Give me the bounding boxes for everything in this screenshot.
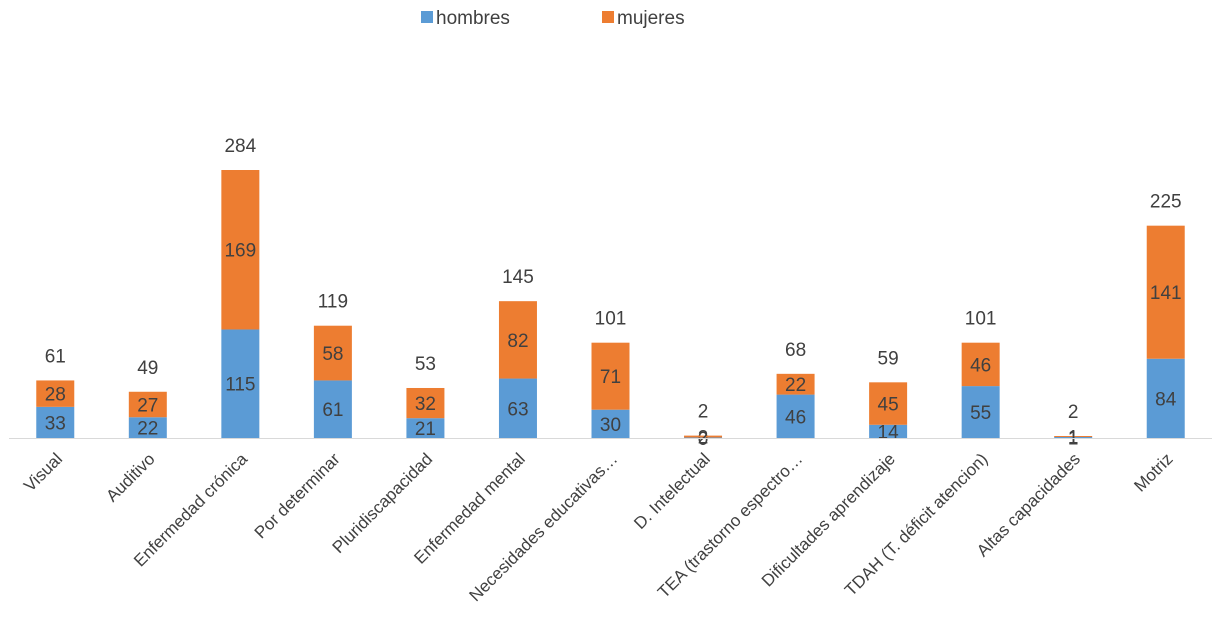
segment-label-mujeres: 46 xyxy=(970,355,991,376)
legend-label-mujeres: mujeres xyxy=(617,8,685,29)
bar-segment-hombres xyxy=(128,417,167,438)
segment-label-hombres: 0 xyxy=(698,429,709,450)
bars: 3328612227491151692846158119213253638214… xyxy=(36,136,1185,450)
bar-group: 84 141 225 xyxy=(1146,192,1185,438)
bar-segment-mujeres xyxy=(591,342,630,410)
legend-swatch-mujeres xyxy=(602,11,614,23)
bar-segment-hombres xyxy=(961,386,1000,438)
segment-label-hombres: 30 xyxy=(600,415,621,436)
segment-label-mujeres: 28 xyxy=(45,385,66,406)
segment-label-hombres: 14 xyxy=(878,422,900,443)
category-label: D. Intelectual xyxy=(630,449,714,533)
category-label: Por determinar xyxy=(251,449,344,542)
bar-segment-mujeres xyxy=(1054,436,1093,437)
segment-label-mujeres: 22 xyxy=(785,375,806,396)
bar-segment-mujeres xyxy=(869,382,908,425)
total-label: 59 xyxy=(878,348,899,369)
total-label: 2 xyxy=(698,402,709,423)
total-label: 68 xyxy=(785,340,806,361)
category-label: Motriz xyxy=(1130,449,1176,495)
segment-label-hombres: 115 xyxy=(225,375,255,396)
segment-label-mujeres: 82 xyxy=(507,331,528,352)
category-label: Auditivo xyxy=(102,449,158,505)
segment-label-mujeres: 45 xyxy=(878,395,899,416)
bar-segment-mujeres xyxy=(313,325,352,381)
bar-group: 46 22 68 xyxy=(776,340,815,438)
bar-segment-hombres xyxy=(591,409,630,438)
total-label: 145 xyxy=(502,267,534,288)
segment-label-hombres: 22 xyxy=(137,419,158,440)
bar-group: 14 45 59 xyxy=(869,348,908,443)
legend: hombres mujeres xyxy=(421,8,685,29)
segment-label-hombres: 33 xyxy=(45,413,66,434)
segment-label-mujeres: 141 xyxy=(1150,283,1182,304)
total-label: 119 xyxy=(318,292,348,313)
bar-segment-hombres xyxy=(36,406,75,438)
bar-group: 63 82 145 xyxy=(498,267,537,438)
bar-group: 55 46 101 xyxy=(961,309,1000,438)
segment-label-mujeres: 27 xyxy=(137,396,158,417)
bar-segment-mujeres xyxy=(961,342,1000,387)
segment-label-hombres: 61 xyxy=(322,400,343,421)
bar-segment-hombres xyxy=(1146,358,1185,438)
bar-segment-mujeres xyxy=(684,435,723,438)
segment-label-hombres: 55 xyxy=(970,403,991,424)
total-label: 225 xyxy=(1150,192,1182,213)
category-label: Altas capacidades xyxy=(973,449,1084,560)
segment-label-hombres: 46 xyxy=(785,407,806,428)
category-label: Necesidades educativas… xyxy=(466,449,622,605)
bar-segment-hombres xyxy=(313,380,352,438)
bar-segment-hombres xyxy=(1054,437,1093,438)
bar-group: 30 71 101 xyxy=(591,309,630,438)
total-label: 61 xyxy=(45,346,66,367)
segment-label-mujeres: 32 xyxy=(415,394,436,415)
bar-segment-mujeres xyxy=(498,301,537,379)
segment-label-mujeres: 169 xyxy=(224,241,256,262)
bar-segment-hombres xyxy=(221,329,260,438)
bar-group: 33 28 61 xyxy=(36,346,75,438)
bar-segment-hombres xyxy=(869,424,908,438)
segment-label-mujeres: 71 xyxy=(600,367,621,388)
bar-group: 112 xyxy=(1054,402,1093,450)
bar-segment-mujeres xyxy=(406,387,445,419)
segment-label-hombres: 63 xyxy=(507,399,528,420)
total-label: 53 xyxy=(415,354,436,375)
segment-label-hombres: 21 xyxy=(415,419,436,440)
bar-segment-mujeres xyxy=(1146,225,1185,359)
total-label: 101 xyxy=(965,309,997,330)
legend-label-hombres: hombres xyxy=(436,8,510,29)
total-label: 49 xyxy=(137,358,158,379)
bar-segment-hombres xyxy=(776,394,815,438)
legend-swatch-hombres xyxy=(421,11,433,23)
bar-segment-hombres xyxy=(498,378,537,438)
segment-label-hombres: 84 xyxy=(1155,389,1177,410)
bar-group: 022 xyxy=(684,402,723,450)
bar-group: 115 169 284 xyxy=(221,136,260,438)
total-label: 284 xyxy=(224,136,256,157)
bar-segment-hombres xyxy=(684,437,723,438)
bar-segment-mujeres xyxy=(36,380,75,407)
bar-segment-hombres xyxy=(406,418,445,438)
category-label: Pluridiscapacidad xyxy=(329,449,437,557)
segment-label-mujeres: 58 xyxy=(322,344,343,365)
bar-segment-mujeres xyxy=(128,391,167,418)
bar-group: 21 32 53 xyxy=(406,354,445,440)
total-label: 2 xyxy=(1068,402,1079,423)
bar-segment-mujeres xyxy=(776,373,815,395)
bar-group: 61 58 119 xyxy=(313,292,352,438)
bar-segment-mujeres xyxy=(221,170,260,330)
total-label: 101 xyxy=(595,309,627,330)
category-label: Visual xyxy=(20,449,66,495)
